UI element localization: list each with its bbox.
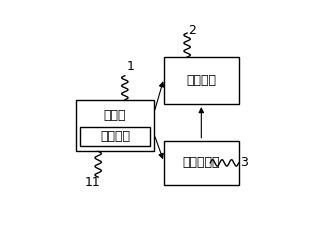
FancyBboxPatch shape: [80, 127, 150, 146]
Text: 控制软件: 控制软件: [100, 130, 130, 143]
Text: 3: 3: [240, 156, 248, 169]
Text: 2: 2: [188, 24, 196, 37]
FancyBboxPatch shape: [164, 57, 239, 104]
Text: 1: 1: [126, 60, 134, 73]
Text: 计算机: 计算机: [104, 109, 126, 122]
Text: 工业机器人: 工业机器人: [182, 156, 220, 169]
Text: 11: 11: [85, 176, 101, 189]
FancyBboxPatch shape: [76, 100, 154, 151]
Text: 加工中心: 加工中心: [186, 74, 216, 87]
FancyBboxPatch shape: [164, 141, 239, 185]
